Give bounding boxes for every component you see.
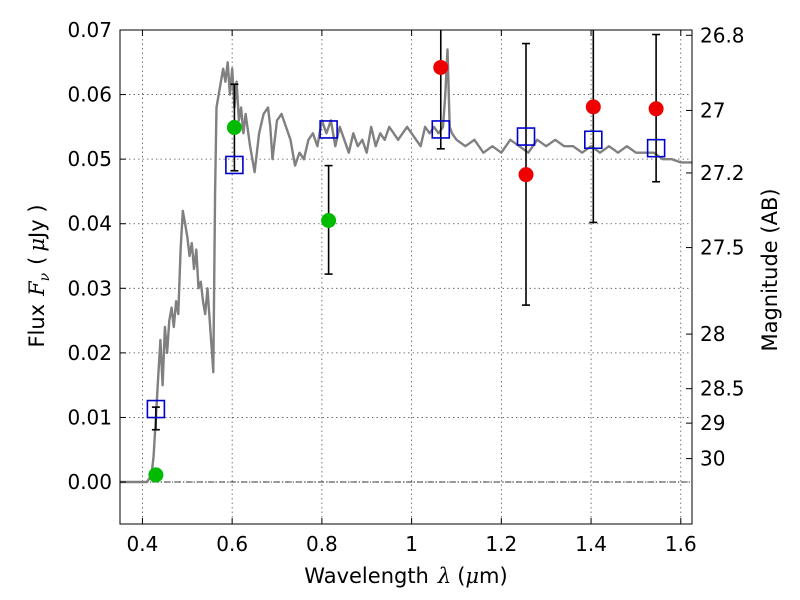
y-axis-symbol: F — [25, 280, 49, 297]
x-tick-label: 0.4 — [127, 532, 159, 556]
plot-frame — [119, 29, 693, 525]
y2-tick-label: 27.2 — [700, 161, 745, 185]
x-axis-unit-close: m) — [479, 564, 508, 588]
red-data-point — [585, 99, 601, 115]
y-axis-title: Flux Fν ( μJy ) — [25, 204, 53, 347]
x-axis-unit-mu: μ — [465, 564, 479, 588]
plot-area — [120, 30, 692, 484]
y-tick-label: 0.01 — [67, 405, 112, 429]
x-tick-label: 1 — [405, 532, 418, 556]
model-sed-line — [120, 48, 692, 484]
y-tick-label: 0.03 — [67, 276, 112, 300]
y2-tick-label: 30 — [700, 447, 725, 471]
x-tick-label: 1.4 — [575, 532, 607, 556]
y-tick-label: 0.05 — [67, 147, 112, 171]
model-photometry-square — [431, 120, 451, 139]
green-data-point — [148, 467, 164, 483]
y-tick-label: 0.07 — [67, 18, 112, 42]
y2-axis-title: Magnitude (AB) — [758, 188, 782, 351]
y-axis-unit-close: Jy ) — [25, 204, 49, 240]
y-tick-label: 0.04 — [67, 212, 112, 236]
y-tick-label: 0.02 — [67, 341, 112, 365]
y-axis-title-text: Flux — [25, 304, 49, 348]
x-axis-title-text: Wavelength — [304, 564, 429, 588]
y2-tick-label: 28.5 — [700, 377, 745, 401]
y-axis-unit-mu: μ — [25, 238, 49, 252]
model-photometry-square — [516, 127, 536, 146]
red-data-point — [518, 167, 534, 183]
green-data-point — [226, 120, 242, 136]
x-tick-label: 0.8 — [306, 532, 338, 556]
grid-lines — [120, 29, 692, 524]
x-tick-label: 1.6 — [665, 532, 697, 556]
red-data-point — [433, 59, 449, 75]
y2-tick-label: 26.8 — [700, 23, 745, 47]
x-axis-lambda: λ — [437, 564, 451, 588]
x-axis-title: Wavelength λ (μm) — [304, 564, 507, 588]
x-axis-unit-open: ( — [457, 564, 465, 588]
y2-tick-label: 29 — [700, 411, 725, 435]
y2-tick-label: 27 — [700, 98, 725, 122]
model-photometry-square — [319, 120, 338, 139]
y-tick-label: 0.06 — [67, 83, 112, 107]
y2-tick-label: 27.5 — [700, 236, 745, 260]
model-photometry-square — [646, 138, 666, 158]
ticks: 0.4 0.6 0.8 1 1.2 1.4 1.6 0.00 0.01 0.02 0.03 0.04 0… — [67, 18, 744, 556]
model-photometry-square — [584, 130, 603, 150]
y-tick-label: 0.00 — [67, 470, 112, 494]
y2-tick-label: 28 — [700, 322, 725, 346]
model-photometry-square — [146, 399, 166, 419]
red-data-point — [648, 101, 664, 117]
model-photometry-square — [225, 155, 244, 175]
x-tick-label: 0.6 — [216, 532, 248, 556]
y-axis-unit-open: ( — [25, 257, 49, 265]
x-tick-label: 1.2 — [485, 532, 517, 556]
green-data-point — [321, 212, 337, 228]
y-axis-subscript: ν — [37, 272, 53, 281]
